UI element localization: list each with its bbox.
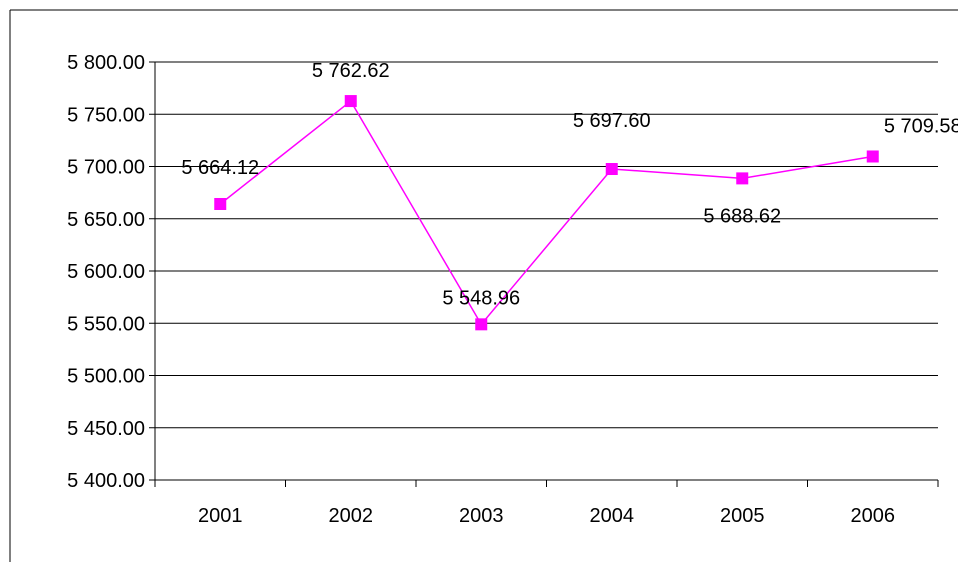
y-tick-label: 5 650.00: [67, 209, 145, 231]
data-point: [475, 318, 488, 331]
x-tick-label: 2003: [459, 505, 504, 527]
chart-frame: [9, 9, 958, 562]
x-tick-label: 2004: [590, 505, 635, 527]
data-label: 5 709.58: [884, 115, 958, 137]
data-label: 5 688.62: [703, 205, 781, 227]
x-tick-label: 2001: [198, 505, 243, 527]
data-label: 5 697.60: [573, 110, 651, 132]
y-tick-label: 5 700.00: [67, 157, 145, 179]
series-line: [219, 99, 873, 326]
y-tick-label: 5 500.00: [67, 366, 145, 388]
data-point: [736, 172, 749, 185]
plot-area: 5 400.00 5 450.00 5 500.00 5 550.00 5 600.00…: [67, 52, 958, 527]
y-tick-label: 5 550.00: [67, 313, 145, 335]
y-tick-label: 5 800.00: [67, 52, 145, 74]
y-tick-label: 5 750.00: [67, 104, 145, 126]
data-label: 5 762.62: [312, 60, 390, 82]
data-point: [344, 95, 357, 108]
x-tick-label: 2006: [851, 505, 896, 527]
data-label: 5 548.96: [442, 287, 520, 309]
y-tick-label: 5 400.00: [67, 470, 145, 492]
data-label: 5 664.12: [181, 157, 259, 179]
x-tick-label: 2005: [720, 505, 765, 527]
y-tick-label: 5 600.00: [67, 261, 145, 283]
x-tick-label: 2002: [329, 505, 374, 527]
data-point: [605, 163, 618, 176]
y-tick-label: 5 450.00: [67, 418, 145, 440]
data-point: [214, 197, 227, 210]
data-point: [866, 150, 879, 163]
